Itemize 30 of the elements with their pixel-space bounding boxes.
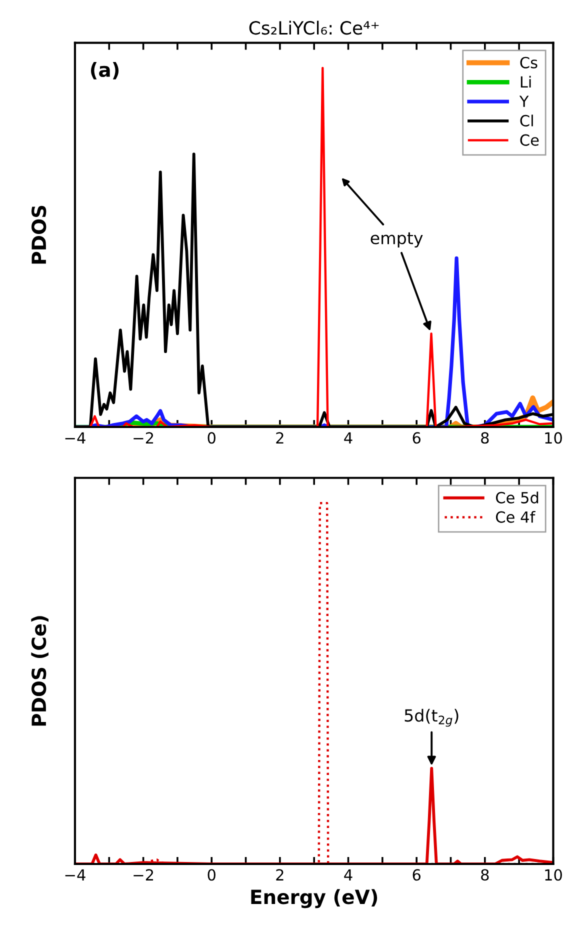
x-axis-title: Energy (eV) xyxy=(251,889,378,908)
annotation: empty xyxy=(370,232,423,248)
y-axis-title: PDOS xyxy=(32,206,46,264)
x-tick-label: 6 xyxy=(412,869,420,881)
legend-label: Cl xyxy=(520,114,533,126)
x-tick-label: 8 xyxy=(481,869,489,881)
x-tick-label: 2 xyxy=(276,869,284,880)
y-axis-title: PDOS (Ce) xyxy=(31,616,48,726)
x-tick-label: −2 xyxy=(134,869,154,880)
x-tick-label: 8 xyxy=(481,432,489,444)
x-tick-label: 10 xyxy=(545,869,562,881)
x-tick-label: −4 xyxy=(65,432,86,444)
legend-label: Li xyxy=(520,76,531,88)
x-tick-label: 2 xyxy=(276,432,284,444)
x-tick-label: −2 xyxy=(134,432,154,444)
legend-label: Ce 5d xyxy=(496,492,538,504)
chart-title: Cs₂LiYCl₆: Ce⁴⁺ xyxy=(249,20,379,35)
legend-label: Cs xyxy=(520,56,538,68)
x-tick-label: 0 xyxy=(208,869,216,881)
annotation: 5d(t$_{2g}$) xyxy=(404,708,458,727)
x-tick-label: 6 xyxy=(412,432,420,444)
legend-label: Ce 4f xyxy=(496,510,536,523)
x-tick-label: 0 xyxy=(208,432,216,444)
annotation: (a) xyxy=(90,62,119,80)
x-tick-label: 4 xyxy=(344,432,352,444)
x-tick-label: −4 xyxy=(65,869,86,880)
x-tick-label: 10 xyxy=(545,432,562,444)
legend-label: Ce xyxy=(520,134,539,146)
x-tick-label: 4 xyxy=(344,869,352,880)
legend-label: Y xyxy=(519,96,529,107)
